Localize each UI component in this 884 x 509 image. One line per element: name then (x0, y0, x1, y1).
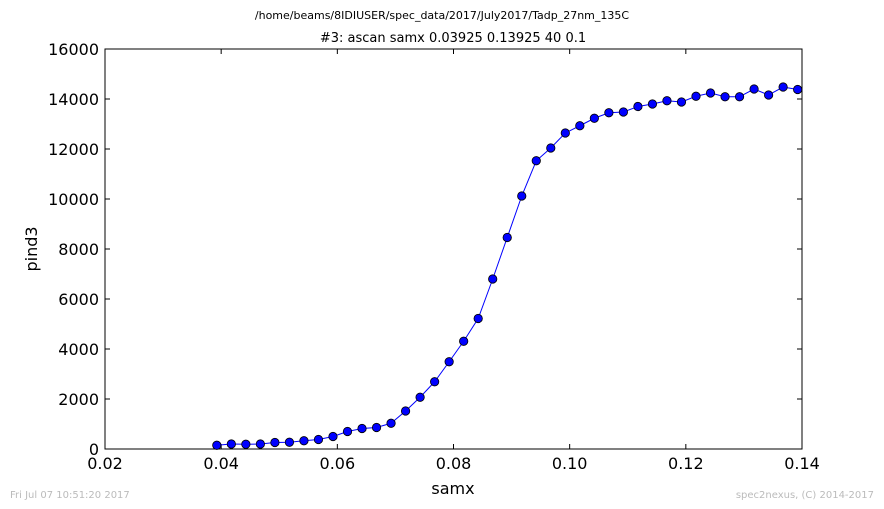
data-point (241, 439, 251, 449)
data-point (400, 406, 411, 416)
data-point (517, 191, 527, 201)
data-point (546, 143, 556, 153)
data-point (676, 97, 687, 107)
data-point (270, 437, 280, 448)
data-point (299, 436, 309, 446)
plot-frame (104, 48, 803, 450)
data-point (357, 423, 367, 434)
data-point (531, 156, 541, 166)
data-point (328, 431, 338, 442)
data-point (720, 92, 730, 102)
data-point (444, 357, 454, 367)
footer-timestamp: Fri Jul 07 10:51:20 2017 (10, 490, 130, 501)
data-point (371, 422, 382, 433)
data-point (575, 121, 585, 131)
data-point (604, 108, 614, 118)
x-tick-label: 0.04 (203, 454, 239, 473)
data-point (560, 128, 570, 138)
data-point (459, 336, 469, 346)
y-tick-label: 14000 (48, 90, 99, 109)
y-tick-label: 16000 (48, 40, 99, 59)
data-point (473, 313, 483, 324)
data-point (749, 84, 759, 94)
data-point (284, 437, 295, 447)
data-point (430, 377, 440, 387)
data-point (778, 82, 788, 92)
data-point (793, 84, 803, 95)
x-tick-label: 0.08 (436, 454, 472, 473)
x-axis-label: samx (431, 479, 474, 498)
data-point (589, 113, 599, 123)
data-point (633, 101, 643, 112)
y-tick-label: 2000 (58, 390, 99, 409)
chart-title: #3: ascan samx 0.03925 0.13925 40 0.1 (320, 31, 586, 46)
x-tick-label: 0.12 (668, 454, 704, 473)
data-point (764, 90, 774, 100)
y-tick-label: 6000 (58, 290, 99, 309)
data-point (705, 88, 716, 98)
data-point (212, 440, 222, 450)
series-line (216, 86, 798, 446)
data-point (502, 232, 512, 243)
y-tick-label: 0 (89, 440, 99, 459)
plot-area: 0.02 0.04 0.06 0.08 0.10 0.12 0.14 0 2000 4000 600… (48, 40, 820, 473)
footer-credit: spec2nexus, (C) 2014-2017 (736, 490, 874, 501)
data-point (488, 274, 498, 284)
data-point (415, 392, 425, 402)
y-tick-label: 8000 (58, 240, 99, 259)
y-tick-label: 12000 (48, 140, 99, 159)
x-tick-label: 0.10 (552, 454, 588, 473)
data-point (662, 96, 672, 106)
data-point (255, 439, 265, 449)
data-point (618, 107, 628, 117)
x-tick-label: 0.06 (320, 454, 356, 473)
chart-supertitle: /home/beams/8IDIUSER/spec_data/2017/July… (255, 9, 630, 22)
data-point (313, 434, 324, 445)
data-point (691, 91, 701, 101)
data-point (226, 439, 236, 449)
x-tick-label: 0.02 (87, 454, 123, 473)
data-point (734, 92, 745, 102)
y-axis-label: pind3 (22, 226, 41, 271)
y-tick-label: 10000 (48, 190, 99, 209)
data-point (647, 99, 658, 109)
data-point (386, 418, 396, 428)
y-tick-label: 4000 (58, 340, 99, 359)
data-point (342, 426, 353, 437)
x-tick-label: 0.14 (784, 454, 820, 473)
